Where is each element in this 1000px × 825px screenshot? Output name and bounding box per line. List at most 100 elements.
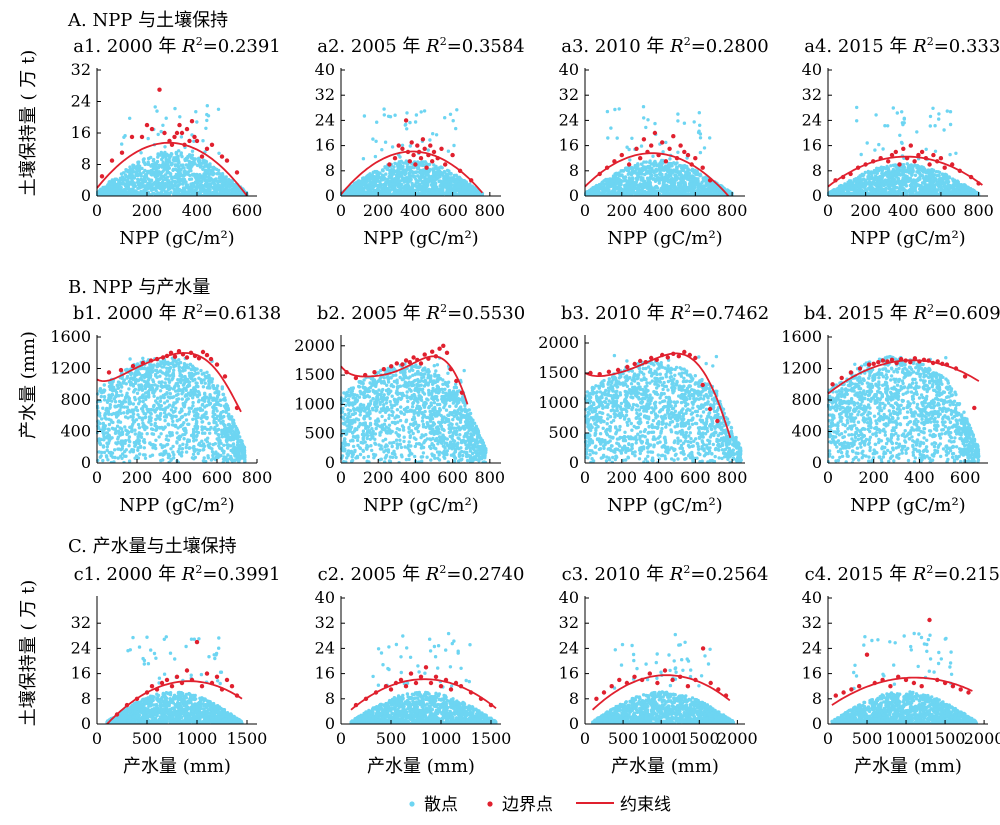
scatter-point xyxy=(462,193,466,196)
scatter-point xyxy=(394,177,398,181)
scatter-point xyxy=(634,191,639,195)
scatter-point xyxy=(438,192,443,196)
scatter-point xyxy=(160,183,165,187)
x-tick-label: 0 xyxy=(580,201,590,220)
scatter-point xyxy=(159,129,163,134)
scatter-point xyxy=(356,180,360,185)
x-tick-label: 600 xyxy=(232,201,263,220)
scatter-point xyxy=(666,169,670,174)
y-tick-label: 0 xyxy=(81,186,91,205)
scatter-point xyxy=(701,178,706,182)
scatter-point xyxy=(359,188,363,193)
scatter-point xyxy=(442,191,447,196)
scatter-point xyxy=(641,105,646,109)
scatter-point xyxy=(398,185,402,190)
scatter-point xyxy=(455,108,459,112)
boundary-point xyxy=(678,143,683,148)
scatter-point xyxy=(174,152,179,156)
scatter-point xyxy=(431,171,436,175)
scatter-point xyxy=(164,116,168,120)
scatter-point xyxy=(177,172,182,177)
scatter-point xyxy=(220,187,224,191)
scatter-point xyxy=(402,180,406,184)
scatter-point xyxy=(634,179,639,184)
x-axis-label: NPP (gC/m²) xyxy=(363,228,478,249)
scatter-point xyxy=(382,113,386,117)
boundary-point xyxy=(149,126,155,132)
scatter-point xyxy=(101,186,105,191)
y-tick-label: 24 xyxy=(315,110,335,129)
scatter-point xyxy=(102,193,106,196)
scatter-point xyxy=(416,180,420,185)
scatter-point xyxy=(202,190,206,194)
scatter-point xyxy=(668,157,672,161)
scatter-point xyxy=(683,173,688,177)
scatter-point xyxy=(191,172,195,177)
scatter-point xyxy=(439,184,443,188)
scatter-point xyxy=(682,121,687,125)
scatter-point xyxy=(687,171,692,176)
scatter-point xyxy=(142,157,146,161)
scatter-point xyxy=(675,161,679,165)
scatter-point xyxy=(155,109,159,113)
scatter-point xyxy=(207,168,211,173)
scatter-point xyxy=(646,165,651,169)
x-tick-label: 200 xyxy=(132,201,163,220)
scatter-point xyxy=(653,186,657,190)
scatter-point xyxy=(396,166,400,170)
scatter-point xyxy=(428,138,432,142)
y-tick-label: 8 xyxy=(569,161,579,180)
scatter-point xyxy=(635,186,639,190)
scatter-point xyxy=(190,149,195,153)
scatter-point xyxy=(408,165,412,169)
scatter-point xyxy=(136,168,140,172)
scatter-point xyxy=(175,186,179,191)
scatter-point xyxy=(649,174,653,178)
scatter-point xyxy=(641,168,645,172)
boundary-point xyxy=(682,149,687,155)
scatter-point xyxy=(639,178,643,182)
scatter-point xyxy=(642,160,646,164)
scatter-point xyxy=(148,180,152,184)
boundary-point xyxy=(422,146,427,151)
scatter-point xyxy=(644,125,648,130)
scatter-point xyxy=(654,161,658,165)
scatter-point xyxy=(146,136,150,141)
boundary-point xyxy=(685,152,691,158)
scatter-point xyxy=(237,191,242,195)
scatter-point xyxy=(177,192,181,196)
scatter-point xyxy=(454,180,458,185)
scatter-point xyxy=(183,157,187,162)
scatter-point xyxy=(367,191,371,195)
x-tick-label: 0 xyxy=(336,201,346,220)
scatter-point xyxy=(161,123,165,128)
scatter-point xyxy=(147,192,151,196)
scatter-point xyxy=(671,185,675,189)
scatter-point xyxy=(634,182,638,187)
scatter-point xyxy=(698,150,703,155)
scatter-point xyxy=(132,176,137,180)
scatter-point xyxy=(408,144,412,148)
scatter-point xyxy=(396,175,401,179)
scatter-point xyxy=(198,158,202,163)
scatter-point xyxy=(361,157,366,161)
scatter-point xyxy=(158,181,162,186)
scatter-point xyxy=(231,191,236,195)
boundary-point xyxy=(187,138,192,144)
scatter-point xyxy=(129,167,134,172)
scatter-point xyxy=(212,185,216,190)
boundary-point xyxy=(224,158,230,163)
scatter-point xyxy=(195,120,199,124)
boundary-point xyxy=(649,143,654,148)
scatter-point xyxy=(375,187,380,191)
scatter-point xyxy=(665,186,669,190)
scatter-point xyxy=(170,185,174,190)
scatter-point xyxy=(142,160,146,164)
scatter-point xyxy=(629,172,634,176)
boundary-point xyxy=(189,119,195,124)
scatter-point xyxy=(138,164,142,168)
boundary-point xyxy=(652,130,658,136)
scatter-point xyxy=(181,186,186,190)
